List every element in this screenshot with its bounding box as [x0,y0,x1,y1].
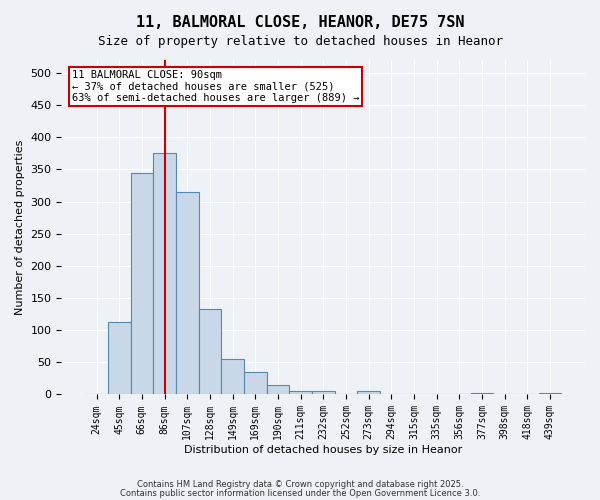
Text: Contains public sector information licensed under the Open Government Licence 3.: Contains public sector information licen… [120,488,480,498]
Bar [244,372,266,394]
Text: 11 BALMORAL CLOSE: 90sqm
← 37% of detached houses are smaller (525)
63% of semi-: 11 BALMORAL CLOSE: 90sqm ← 37% of detach… [72,70,359,103]
Y-axis label: Number of detached properties: Number of detached properties [15,140,25,315]
Bar [153,154,176,394]
Bar [312,392,335,394]
Text: 11, BALMORAL CLOSE, HEANOR, DE75 7SN: 11, BALMORAL CLOSE, HEANOR, DE75 7SN [136,15,464,30]
Bar [108,322,131,394]
Bar [266,385,289,394]
Text: Size of property relative to detached houses in Heanor: Size of property relative to detached ho… [97,35,503,48]
Bar [131,172,153,394]
Bar [470,393,493,394]
Bar [539,393,561,394]
Bar [357,392,380,394]
Bar [221,359,244,394]
Bar [289,392,312,394]
Text: Contains HM Land Registry data © Crown copyright and database right 2025.: Contains HM Land Registry data © Crown c… [137,480,463,489]
X-axis label: Distribution of detached houses by size in Heanor: Distribution of detached houses by size … [184,445,463,455]
Bar [199,309,221,394]
Bar [176,192,199,394]
